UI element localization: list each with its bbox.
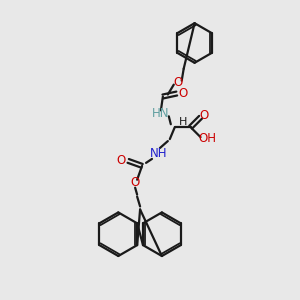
Text: H: H [178, 117, 187, 127]
Text: O: O [117, 154, 126, 167]
Text: O: O [130, 176, 140, 189]
Text: HN: HN [152, 107, 169, 120]
Text: O: O [200, 109, 209, 122]
Text: NH: NH [150, 148, 168, 160]
Text: OH: OH [199, 132, 217, 145]
Text: O: O [173, 76, 182, 89]
Text: O: O [178, 87, 187, 100]
